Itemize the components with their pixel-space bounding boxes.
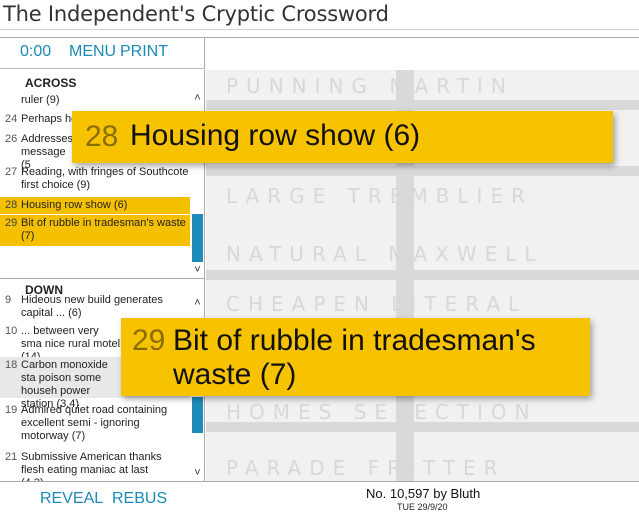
list-item[interactable]: 21 Submissive American thanks flesh eati… (0, 451, 190, 482)
clue-number: 9 (5, 294, 12, 306)
clue-number: 18 (5, 359, 18, 371)
clue-text: ruler (9) (21, 94, 60, 106)
list-item[interactable]: 26 Addresses message (5 (0, 133, 190, 171)
clue-text: Addresses message (5 (21, 133, 73, 171)
clue-number: 29 (5, 217, 18, 229)
list-item-selected[interactable]: 28 Housing row show (6) (0, 197, 190, 214)
scroll-thumb[interactable] (192, 214, 203, 262)
across-clue-list[interactable]: ruler (9) 24 Perhaps ho 26 Addresses mes… (0, 92, 192, 277)
grid-row: PARADE FRITTER (226, 456, 506, 480)
popup-clue-number: 29 (132, 324, 166, 357)
clue-number: 21 (5, 451, 18, 463)
list-item[interactable]: 19 Admired quiet road containing excelle… (0, 404, 190, 445)
down-scrollbar[interactable]: ˄ ˅ (191, 297, 204, 481)
list-item-selected[interactable]: 29 Bit of rubble in tradesman's waste (7… (0, 215, 190, 246)
page-title: The Independent's Cryptic Crossword (3, 2, 389, 26)
menu-button[interactable]: MENU (69, 43, 117, 60)
print-button[interactable]: PRINT (120, 43, 168, 60)
clue-number: 28 (5, 199, 18, 211)
clue-popup-across: 28 Housing row show (6) (72, 111, 613, 163)
grid-row: NATURAL MAXWELL (226, 242, 544, 266)
chevron-down-icon[interactable]: ˅ (194, 467, 201, 479)
clue-number: 26 (5, 133, 18, 145)
clue-number: 24 (5, 113, 18, 125)
across-scrollbar[interactable]: ˄ ˅ (191, 92, 204, 277)
bottom-bar: REVEAL REBUS No. 10,597 by Bluth TUE 29/… (0, 481, 639, 516)
grid-row: HOMES SELECTION (226, 400, 538, 424)
list-item[interactable]: ruler (9) (0, 94, 190, 108)
reveal-button[interactable]: REVEAL (40, 490, 104, 507)
clue-number: 27 (5, 166, 18, 178)
clue-text: Reading, with fringes of Southcote first… (21, 166, 189, 191)
grid-block (206, 422, 639, 432)
scroll-thumb[interactable] (192, 397, 203, 433)
rebus-button[interactable]: REBUS (112, 490, 168, 507)
clue-text: Bit of rubble in tradesman's waste (7) (21, 217, 186, 242)
popup-clue-number: 28 (85, 120, 119, 153)
across-heading: ACROSS (25, 76, 77, 90)
clue-number: 19 (5, 404, 18, 416)
grid-block (206, 270, 639, 280)
popup-clue-text: Housing row show (6) (130, 119, 421, 152)
popup-clue-text: Bit of rubble in tradesman's waste (7) (173, 324, 536, 391)
crossword-frame (0, 37, 639, 516)
list-item[interactable]: 9 Hideous new build generates capital ..… (0, 294, 190, 322)
clue-text: Submissive American thanks flesh eating … (21, 451, 162, 482)
timer: 0:00 (20, 43, 52, 60)
chevron-down-icon[interactable]: ˅ (194, 264, 201, 276)
down-heading: DOWN (0, 278, 205, 300)
clue-text: Perhaps ho (21, 113, 78, 125)
title-bar: The Independent's Cryptic Crossword (0, 0, 639, 30)
clue-sidebar (0, 70, 205, 481)
clue-text: Hideous new build generates capital ... … (21, 294, 163, 319)
chevron-up-icon[interactable]: ˄ (194, 297, 201, 309)
grid-row: CHEAPEN LITERAL (226, 292, 528, 316)
clue-text: Admired quiet road containing excellent … (21, 404, 168, 442)
list-item[interactable]: 24 Perhaps ho (0, 113, 190, 127)
grid-row: PUNNING MARTIN (226, 74, 514, 98)
puzzle-date: TUE 29/9/20 (397, 502, 448, 512)
clue-text: Carbon monoxide sta poison some househ p… (21, 359, 108, 410)
clue-number: 10 (5, 325, 18, 337)
grid-row: LARGE TREMBLIER (226, 184, 533, 208)
clue-text: Housing row show (6) (21, 199, 128, 211)
grid-block (206, 166, 639, 176)
list-item[interactable]: 27 Reading, with fringes of Southcote fi… (0, 166, 190, 194)
clue-popup-down: 29 Bit of rubble in tradesman's waste (7… (121, 318, 590, 396)
toolbar: 0:00 MENU PRINT (0, 37, 205, 69)
puzzle-number: No. 10,597 by Bluth (366, 486, 481, 501)
chevron-up-icon[interactable]: ˄ (194, 92, 201, 104)
grid-block (206, 100, 639, 110)
